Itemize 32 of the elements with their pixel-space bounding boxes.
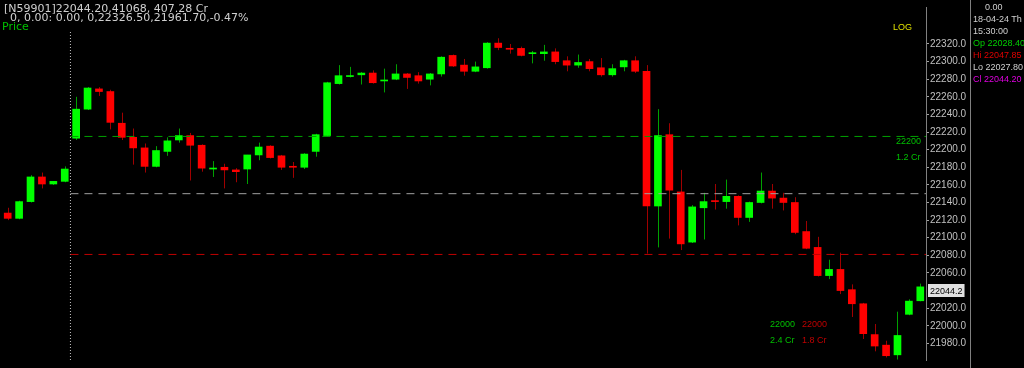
text: 22044.2 bbox=[930, 286, 963, 296]
y-tick-label: 22260.0 bbox=[930, 90, 967, 102]
annotation: 2.4 Cr bbox=[770, 335, 795, 345]
annotation: LOG bbox=[893, 22, 913, 32]
y-tick-label: 22200.0 bbox=[930, 143, 967, 155]
text: 0.00 bbox=[985, 2, 1003, 12]
annotation: 22000 bbox=[802, 319, 828, 329]
text: Lo 22027.80 bbox=[973, 62, 1024, 72]
y-tick-label: 22180.0 bbox=[930, 161, 967, 173]
text: Hi 22047.85 bbox=[973, 50, 1022, 60]
y-tick-label: 22120.0 bbox=[930, 213, 967, 225]
text: 15:30:00 bbox=[973, 26, 1009, 36]
annotation: 1.8 Cr bbox=[802, 335, 827, 345]
y-tick-label: 22000.0 bbox=[930, 319, 967, 331]
y-tick-label: 22280.0 bbox=[930, 72, 967, 84]
text: 18-04-24 Th bbox=[973, 14, 1022, 24]
y-tick-label: 22300.0 bbox=[930, 55, 967, 67]
y-tick-label: 22140.0 bbox=[930, 196, 967, 208]
y-tick-label: 22100.0 bbox=[930, 231, 967, 243]
text: Op 22028.40 bbox=[973, 38, 1024, 48]
annotation: 1.2 Cr bbox=[896, 152, 921, 162]
y-tick-label: 22060.0 bbox=[930, 266, 967, 278]
y-tick-label: 22020.0 bbox=[930, 301, 967, 313]
y-tick-label: 22320.0 bbox=[930, 37, 967, 49]
y-tick-label: 21980.0 bbox=[930, 337, 967, 349]
y-tick-label: 22160.0 bbox=[930, 178, 967, 190]
y-tick-label: 22240.0 bbox=[930, 108, 967, 120]
text: Cl 22044.20 bbox=[973, 74, 1022, 84]
annotation: 22000 bbox=[770, 319, 796, 329]
y-tick-label: 22220.0 bbox=[930, 125, 967, 137]
annotation: 22200 bbox=[896, 136, 922, 146]
y-tick-label: 22080.0 bbox=[930, 249, 967, 261]
